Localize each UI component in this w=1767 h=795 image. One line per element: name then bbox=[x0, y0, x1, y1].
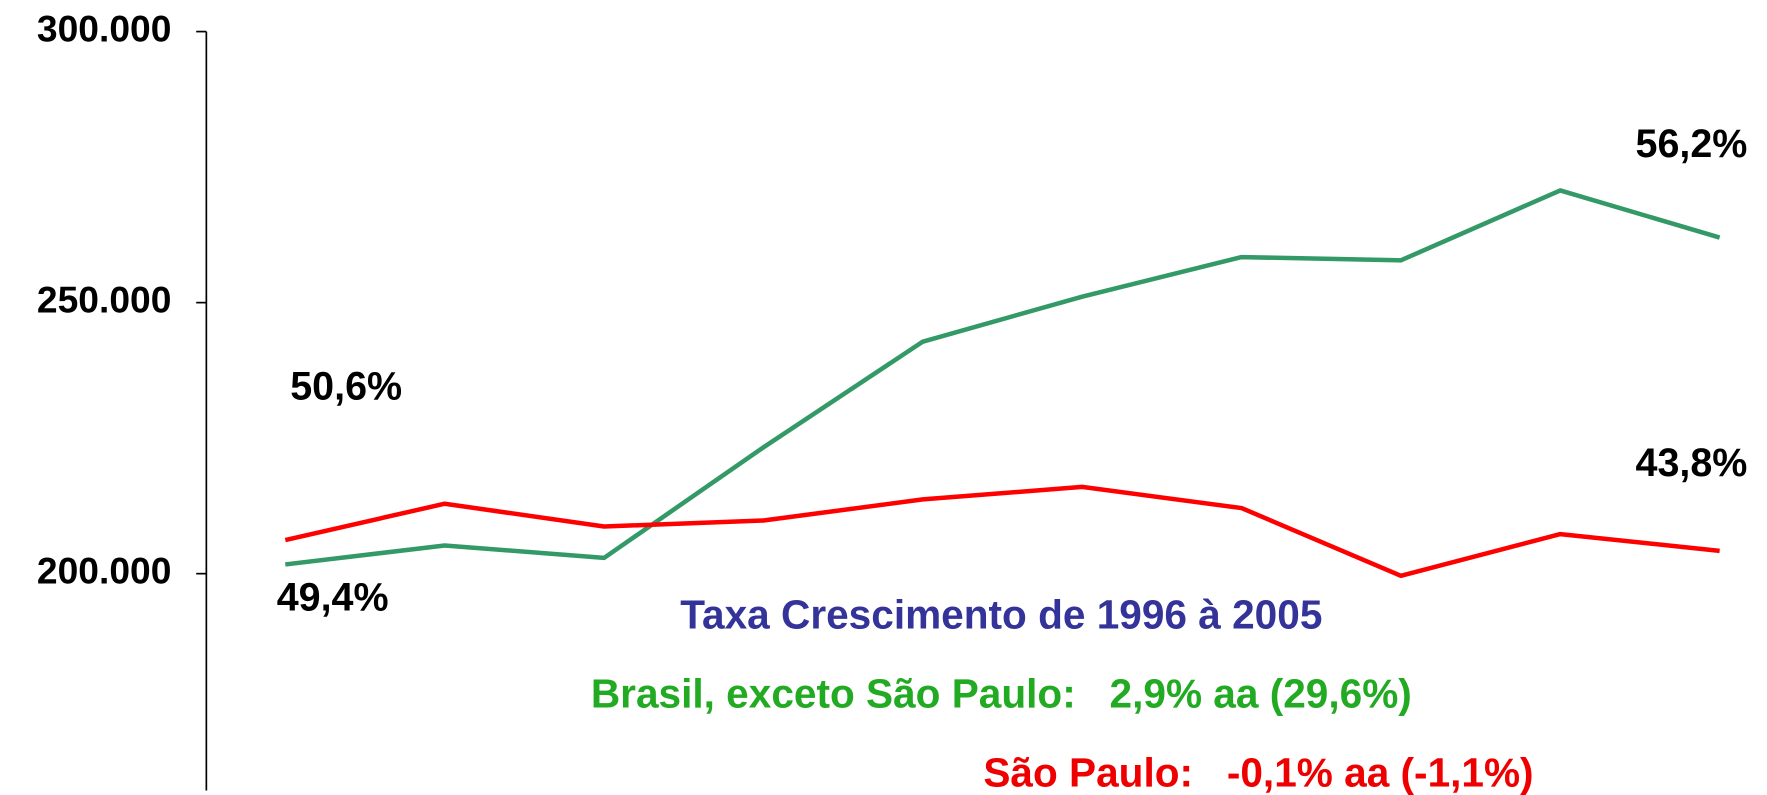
line bbox=[284, 484, 1720, 579]
annotation: 50,6% bbox=[290, 364, 402, 408]
annotation: 43,8% bbox=[1636, 441, 1748, 485]
annotation: 49,4% bbox=[277, 575, 389, 619]
note: Brasil, exceto São Paulo: 2,9% aa (29,6%… bbox=[591, 671, 1412, 717]
y-tick-label: 200.000 bbox=[37, 549, 171, 591]
line bbox=[285, 188, 1721, 567]
note: Taxa Crescimento de 1996 à 2005 bbox=[680, 592, 1322, 638]
y-tick-label: 300.000 bbox=[37, 7, 171, 49]
annotation: 56,2% bbox=[1636, 122, 1748, 166]
y-tick-label: 250.000 bbox=[37, 278, 171, 320]
note: São Paulo: -0,1% aa (-1,1%) bbox=[983, 750, 1533, 795]
